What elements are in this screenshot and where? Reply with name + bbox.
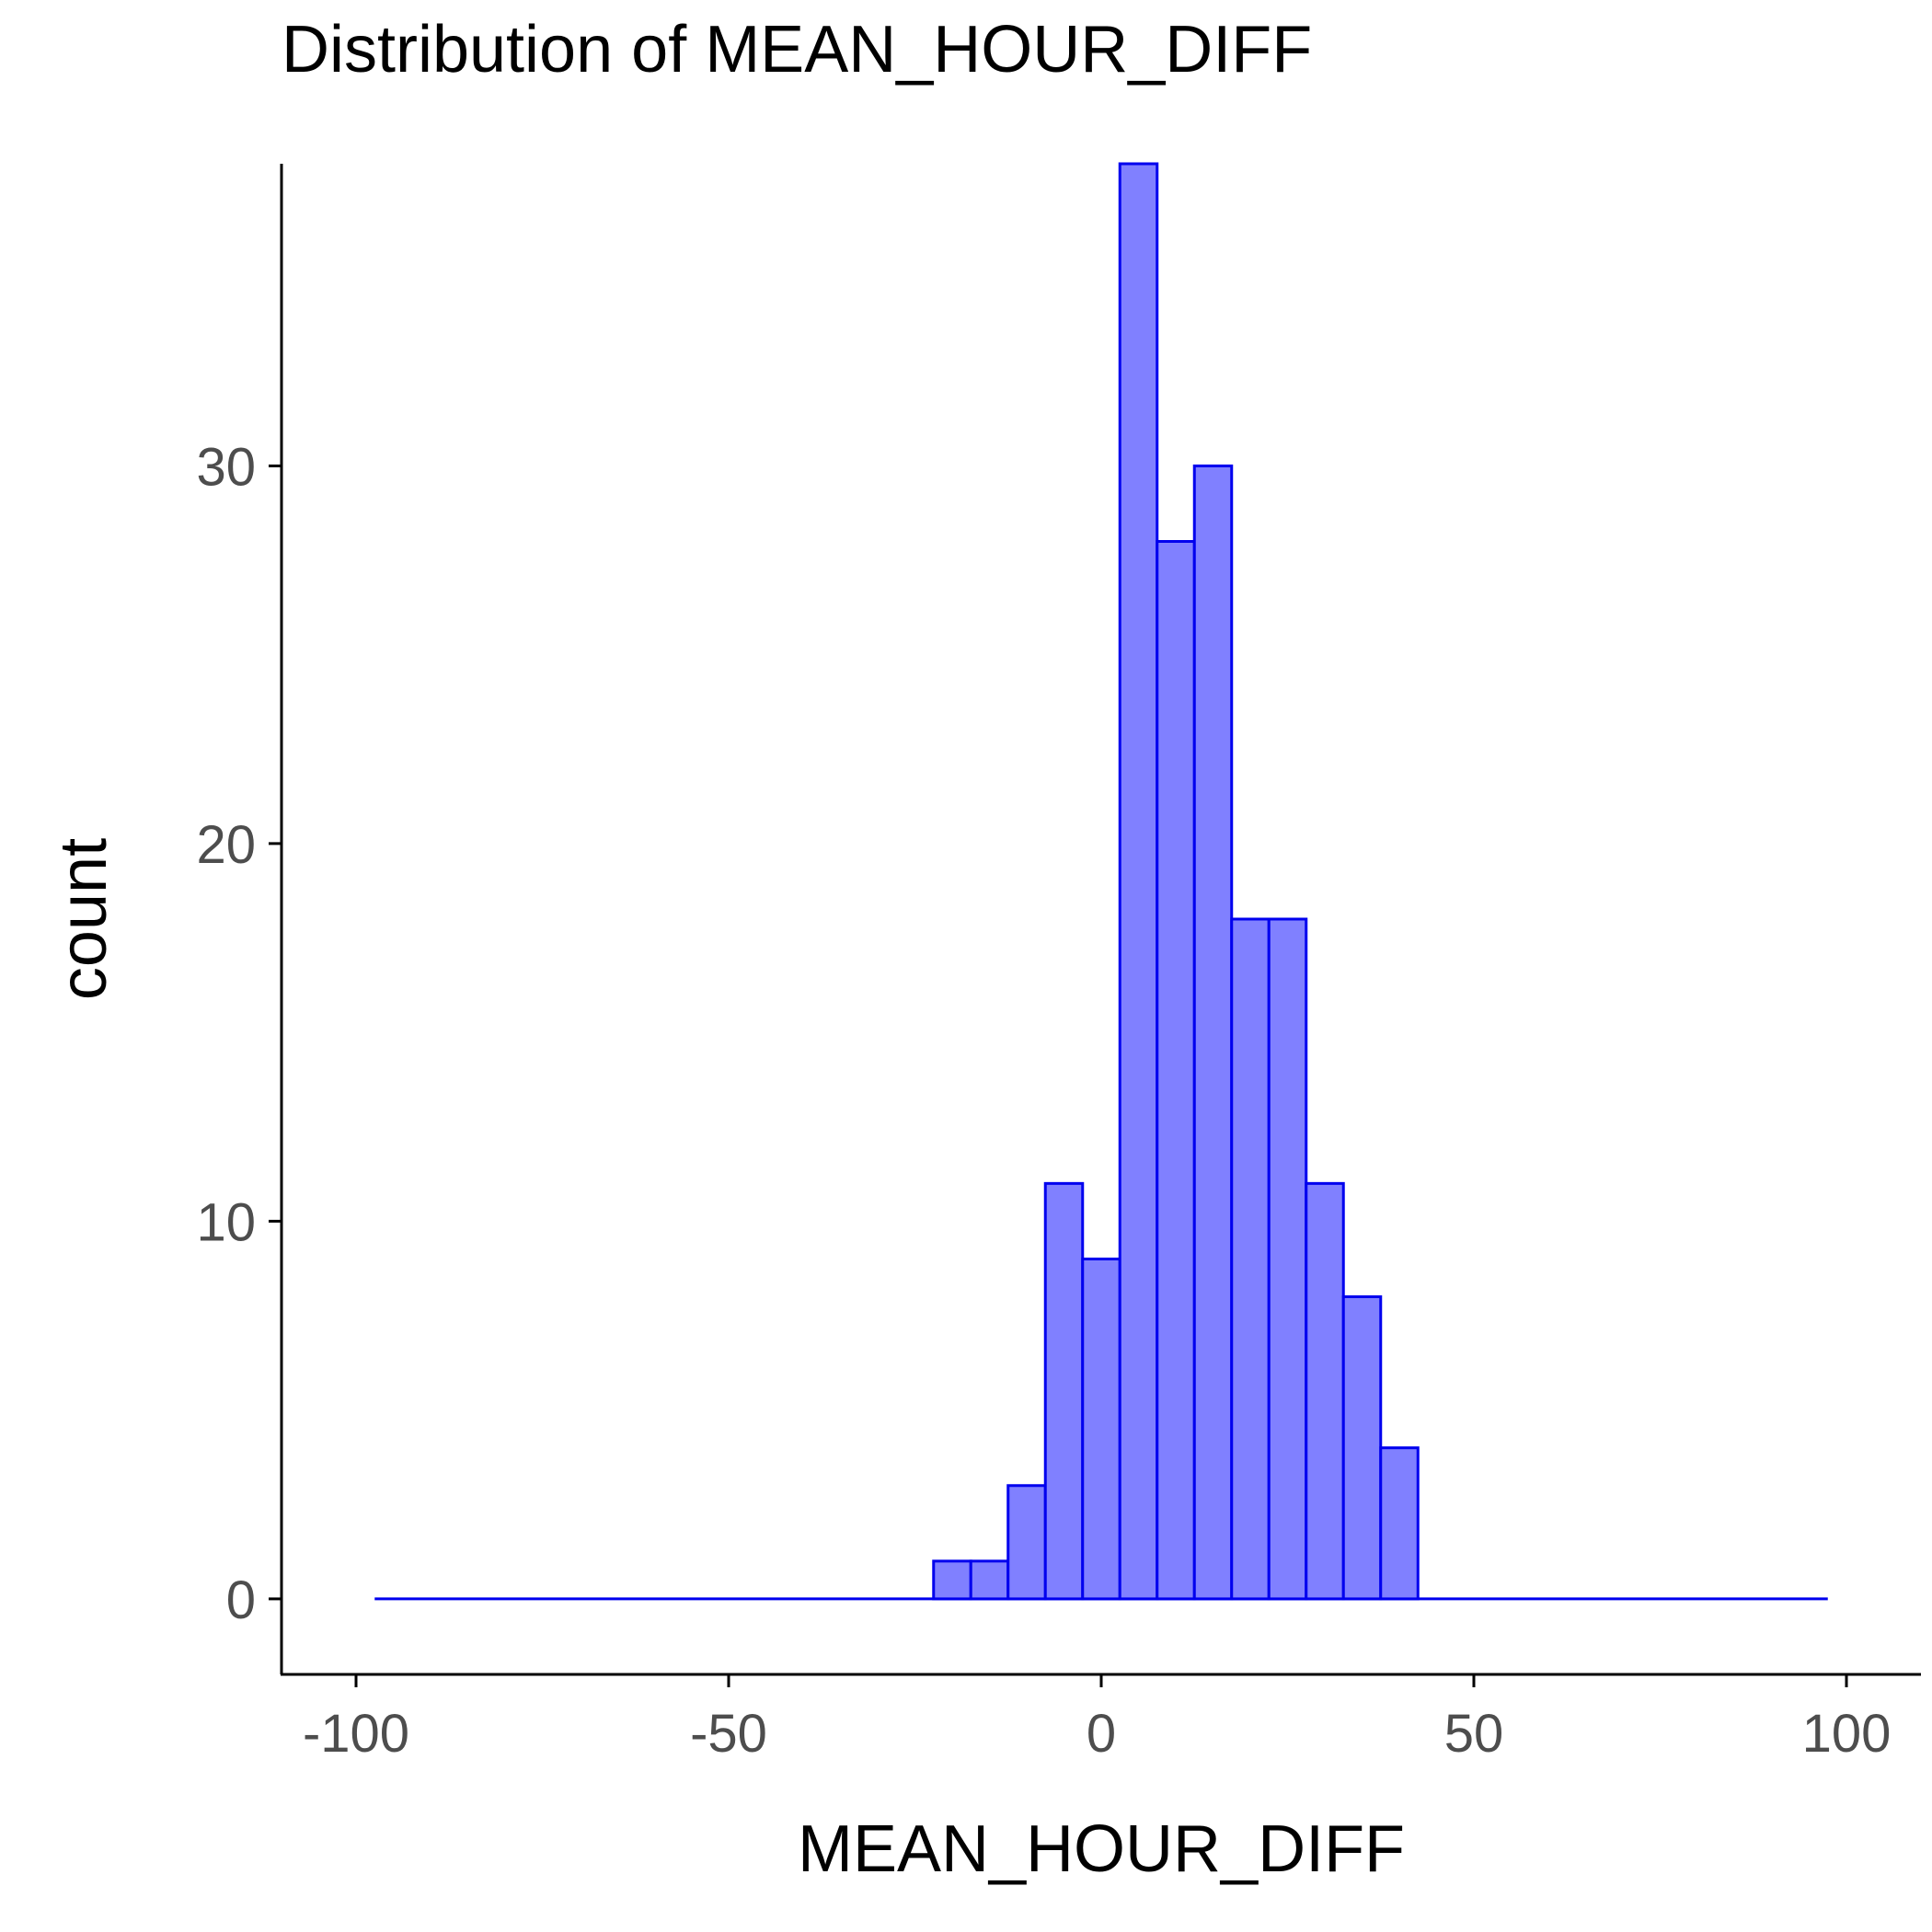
histogram-bar [1305,1181,1345,1601]
y-axis-title: count [47,838,121,1000]
plot-area [374,162,1828,1601]
y-tick-label: 30 [196,437,256,497]
histogram-bar [1379,1446,1420,1601]
histogram-bar [1006,1484,1047,1601]
histogram-bar [1156,540,1196,1601]
histogram-bar [932,1559,972,1601]
histogram-bar [1118,162,1159,1601]
histogram-bar [1081,1257,1121,1601]
x-axis-ticks: -100 -50 0 50 100 [303,1674,1891,1764]
y-tick-label: 0 [226,1570,256,1630]
histogram-bar [1267,917,1308,1601]
y-axis-ticks: 0 10 20 30 [196,437,282,1630]
chart-title: Distribution of MEAN_HOUR_DIFF [282,13,1312,86]
x-tick-label: -50 [690,1704,767,1764]
histogram-bar [969,1559,1010,1601]
histogram-bar [1230,917,1271,1601]
x-tick-label: -100 [303,1704,409,1764]
y-tick-label: 10 [196,1192,256,1252]
histogram-bar [1192,464,1234,1601]
x-tick-label: 50 [1444,1704,1504,1764]
y-tick-label: 20 [196,815,256,875]
x-tick-label: 0 [1087,1704,1116,1764]
x-axis-title: MEAN_HOUR_DIFF [798,1812,1405,1886]
histogram-bar [1043,1181,1085,1601]
x-tick-label: 100 [1802,1704,1892,1764]
histogram-bar [1341,1295,1383,1601]
